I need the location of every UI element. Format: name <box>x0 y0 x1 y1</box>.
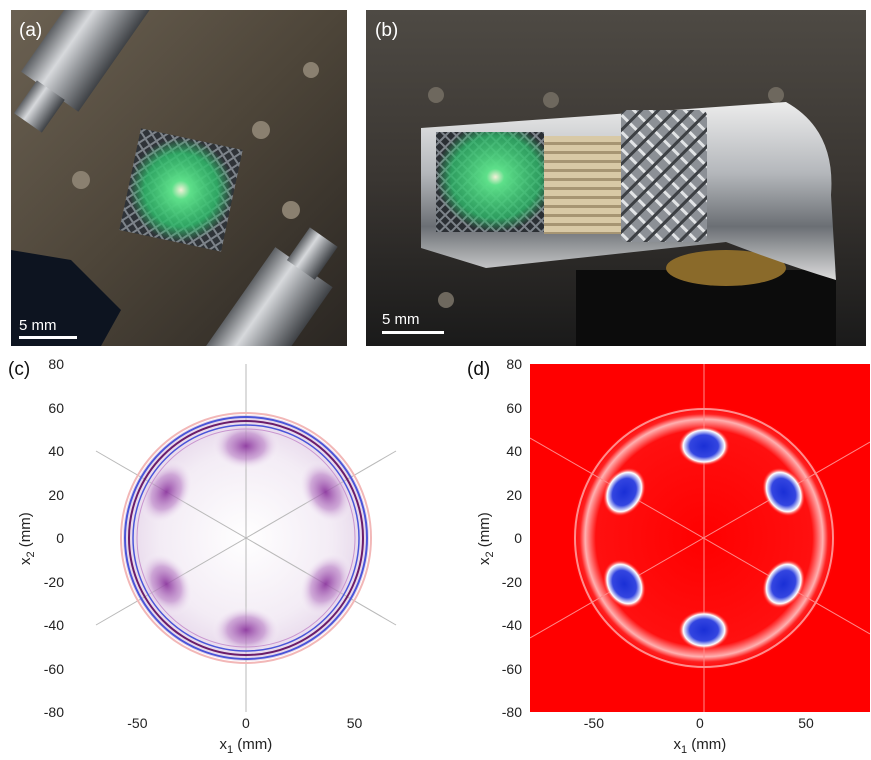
plot-d-ytick: -20 <box>501 573 522 590</box>
plot-c-xtick: -50 <box>127 715 148 731</box>
plot-d-ytick: -40 <box>501 617 522 633</box>
field-blob <box>602 559 646 609</box>
photo-b <box>366 10 866 346</box>
mode-lobe <box>212 422 280 470</box>
panel-label-c: (c) <box>8 359 31 380</box>
panel-label-d: (d) <box>467 359 491 380</box>
plot-d-ytick: 80 <box>506 356 522 372</box>
panel-label-a: (a) <box>19 20 43 41</box>
mode-lobe <box>298 552 353 616</box>
plot-c-xtick: 0 <box>242 715 250 731</box>
plot-c-ytick: 0 <box>56 530 64 546</box>
ring-bands-c <box>120 412 372 664</box>
field-blob <box>678 426 730 466</box>
plot-d-xtick: -50 <box>583 715 604 731</box>
plot-d <box>530 364 870 712</box>
scale-bar-b-line <box>382 331 444 334</box>
plot-d-ytick: 20 <box>506 486 522 503</box>
mode-lobe <box>212 606 280 654</box>
plot-d-xtick: 50 <box>798 715 814 731</box>
scale-bar-a-line <box>19 336 77 339</box>
field-blob <box>602 467 646 517</box>
plot-c-xlabel: x1 (mm) <box>219 736 273 756</box>
plot-d-ytick: 60 <box>506 399 522 416</box>
plot-c-ytick: -80 <box>43 704 64 720</box>
plot-c-ytick: 60 <box>48 399 64 416</box>
plot-d-ylabel: x2 (mm) <box>476 511 496 565</box>
plot-c-ytick: -20 <box>43 573 64 590</box>
lobes-c <box>139 422 353 654</box>
blobs-d <box>602 426 806 650</box>
plot-d-xtick: 0 <box>696 715 704 731</box>
plot-c <box>72 364 420 712</box>
scale-bar-b: 5 mm <box>382 311 444 334</box>
plot-c-xtick: 50 <box>346 715 363 731</box>
plot-d-ytick: -60 <box>501 660 522 677</box>
plot-c-ytick: 80 <box>48 356 64 372</box>
scale-bar-a-label: 5 mm <box>19 317 57 334</box>
scale-bar-a: 5 mm <box>19 317 77 339</box>
mode-lobe <box>139 460 194 524</box>
scale-bar-b-label: 5 mm <box>382 311 420 328</box>
plot-c-ylabel: x2 (mm) <box>17 511 37 565</box>
plot-d-ytick: 0 <box>514 530 522 546</box>
field-blob <box>762 559 806 609</box>
plot-d-xlabel: x1 (mm) <box>673 736 727 756</box>
plot-c-ytick: -40 <box>43 617 64 633</box>
panel-label-b: (b) <box>375 20 399 41</box>
mode-lobe <box>298 460 353 524</box>
field-blob <box>762 467 806 517</box>
plot-c-ytick: -60 <box>43 660 64 677</box>
field-blob <box>678 610 730 650</box>
plot-d-ytick: -80 <box>501 704 522 720</box>
photo-a <box>11 10 347 346</box>
mode-lobe <box>139 552 194 616</box>
plot-c-ytick: 20 <box>48 486 64 503</box>
plot-d-ytick: 40 <box>506 443 522 459</box>
radial-lines-d <box>530 364 870 712</box>
plot-c-ytick: 40 <box>48 443 64 459</box>
